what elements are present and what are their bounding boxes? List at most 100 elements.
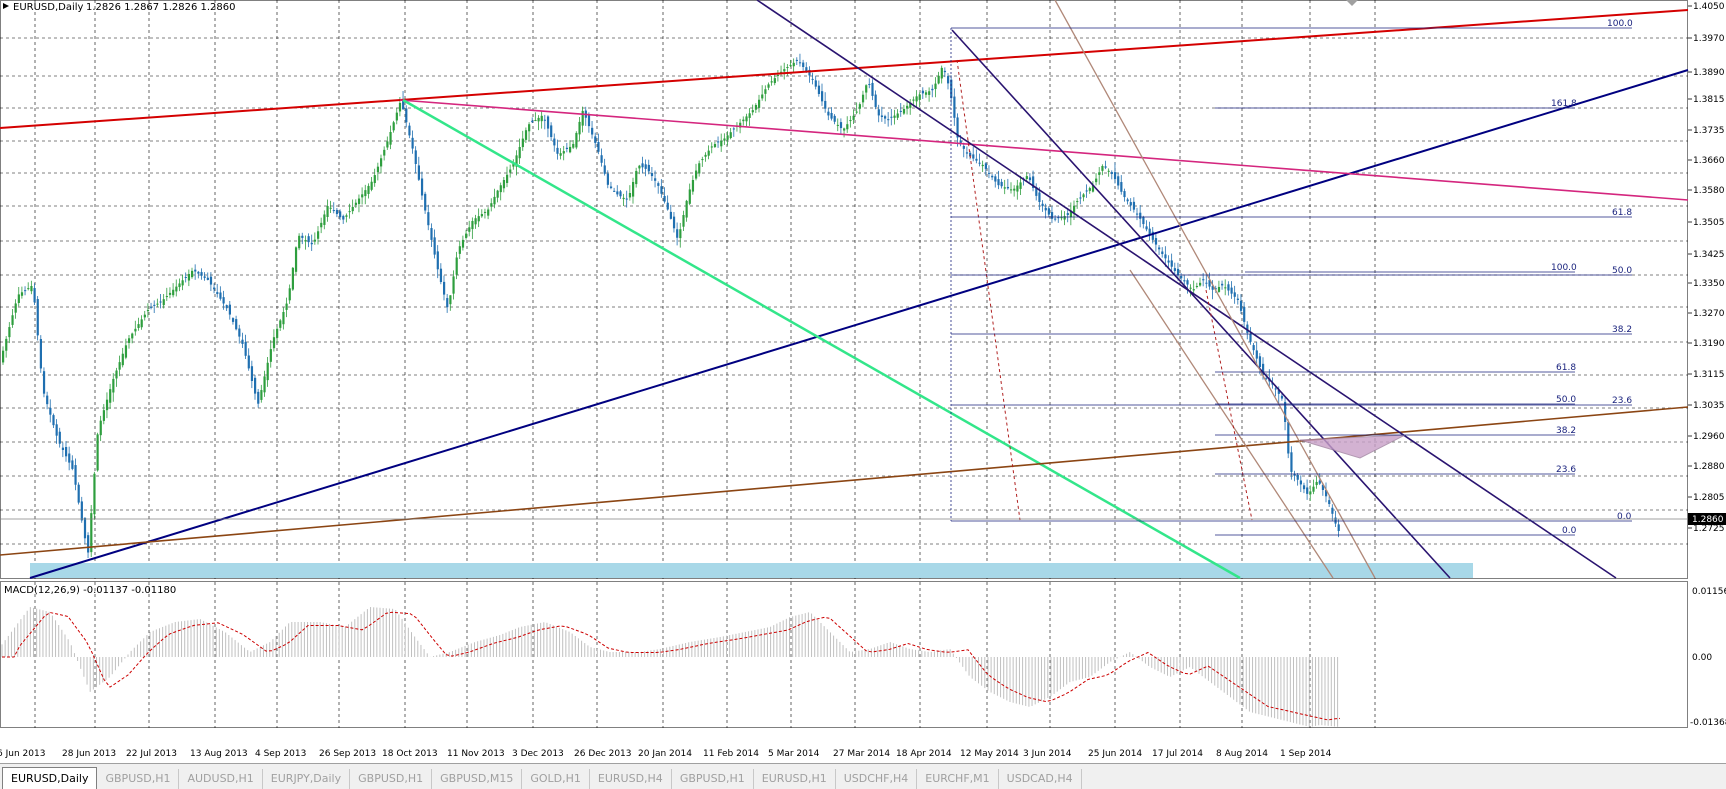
macd-axis-label: 0.01156 — [1692, 587, 1726, 597]
candle-body — [285, 303, 288, 310]
candle-body — [499, 185, 502, 193]
candle-body — [1246, 324, 1249, 333]
candle-body — [695, 170, 698, 179]
chart-window[interactable]: 100.0 61.8 50.0 38.2 23.6 0.0 161.8 100.… — [0, 0, 1726, 763]
candle-body — [902, 108, 906, 114]
candle-body — [934, 83, 937, 90]
brown-trendline[interactable] — [0, 406, 1689, 556]
chart-tab[interactable]: AUDUSD,H1 — [179, 769, 263, 789]
candle-body — [1120, 182, 1123, 192]
price-axis-label: 1.3035 — [1693, 401, 1725, 411]
price-axis-label: 1.3190 — [1693, 339, 1725, 349]
price-axis-label: 1.3815 — [1693, 95, 1725, 105]
tan-channel-line-1[interactable] — [1054, 0, 1376, 579]
candle-body — [1202, 279, 1205, 281]
candle-body — [465, 233, 468, 238]
candle-body — [1132, 201, 1136, 210]
candle-body — [317, 231, 320, 239]
candle-body — [420, 178, 424, 196]
chart-tab[interactable]: GBPUSD,M15 — [432, 769, 523, 789]
candle-body — [972, 154, 975, 159]
tan-channel-line-2[interactable] — [1129, 269, 1334, 579]
magenta-trendline[interactable] — [399, 99, 1689, 201]
candle-body — [638, 165, 641, 169]
candle-body — [468, 227, 471, 232]
fibonacci-retracement-b[interactable] — [1215, 107, 1575, 536]
chart-tab[interactable]: EURUSD,H1 — [754, 769, 836, 789]
candle-body — [865, 85, 868, 93]
time-axis-label: 11 Feb 2014 — [703, 749, 759, 759]
channel-lower-line[interactable] — [951, 29, 1451, 579]
candle-body — [887, 119, 890, 121]
green-trendline[interactable] — [402, 98, 1241, 580]
candle-body — [225, 305, 228, 309]
candle-body — [105, 399, 109, 411]
candle-body — [1189, 287, 1192, 289]
candle-body — [288, 288, 291, 301]
candle-body — [361, 194, 364, 198]
candle-body — [540, 115, 543, 122]
candle-body — [5, 338, 8, 351]
candle-body — [291, 267, 294, 290]
fib-b-label: 100.0 — [1551, 263, 1577, 273]
chart-tab[interactable]: GBPUSD,H1 — [672, 769, 754, 789]
red-trendline[interactable] — [0, 9, 1689, 129]
candle-body — [99, 420, 102, 436]
candle-body — [326, 206, 329, 217]
price-pane[interactable] — [0, 0, 1688, 579]
candle-body — [1318, 480, 1321, 484]
candle-body — [39, 339, 42, 369]
blue-trendline[interactable] — [29, 69, 1689, 579]
candle-body — [896, 113, 899, 118]
candle-body — [24, 290, 27, 292]
candle-body — [398, 102, 402, 112]
candle-body — [1176, 268, 1180, 276]
candle-body — [1016, 185, 1019, 192]
candlesticks — [2, 53, 1340, 559]
current-price-label: 1.2860 — [1692, 515, 1724, 525]
candle-body — [373, 175, 376, 184]
candle-body — [115, 370, 118, 379]
chart-tab[interactable]: USDCAD,H4 — [999, 769, 1082, 789]
candle-body — [480, 214, 483, 217]
fib-a-label: 61.8 — [1612, 208, 1632, 218]
chart-tab-bar: EURUSD,Daily GBPUSD,H1 AUDUSD,H1 EURJPY,Dai… — [0, 763, 1726, 789]
candle-body — [647, 164, 650, 172]
candle-body — [49, 407, 52, 415]
chart-tab[interactable]: EURJPY,Daily — [263, 769, 351, 789]
candle-body — [269, 349, 272, 362]
chart-tab[interactable]: USDCHF,H4 — [836, 769, 918, 789]
candle-body — [1334, 517, 1337, 524]
candle-body — [767, 84, 770, 88]
price-axis[interactable]: 1.4050 1.3970 1.3890 1.3815 1.3735 1.3660 1.35… — [1688, 2, 1725, 534]
chart-tab[interactable]: EURCHF,M1 — [917, 769, 999, 789]
candle-body — [833, 115, 836, 122]
candle-body — [1183, 280, 1186, 282]
macd-pane[interactable] — [0, 581, 1688, 728]
candle-body — [953, 96, 956, 118]
candle-body — [228, 304, 231, 315]
fibonacci-retracement-a[interactable] — [950, 27, 1632, 522]
candle-body — [1299, 480, 1302, 485]
pattern-triangle[interactable] — [1299, 434, 1406, 459]
chart-tab[interactable]: EURUSD,Daily — [2, 767, 98, 789]
candle-body — [1221, 283, 1224, 286]
chart-tab[interactable]: GOLD,H1 — [522, 769, 590, 789]
candle-body — [918, 94, 921, 100]
candle-body — [1129, 202, 1132, 206]
price-axis-label: 1.2880 — [1693, 462, 1725, 472]
chart-tab[interactable]: GBPUSD,H1 — [97, 769, 180, 789]
price-axis-label: 1.3970 — [1693, 34, 1725, 44]
candle-body — [600, 155, 603, 163]
candle-body — [726, 135, 729, 140]
price-axis-label: 1.3580 — [1693, 186, 1725, 196]
candle-body — [691, 180, 695, 192]
time-axis-label: 3 Jun 2014 — [1023, 749, 1072, 759]
chart-tab[interactable]: EURUSD,H4 — [590, 769, 672, 789]
chart-tab[interactable]: GBPUSD,H1 — [350, 769, 433, 789]
candle-body — [405, 108, 408, 123]
candle-body — [433, 237, 436, 255]
candle-body — [1199, 282, 1202, 286]
macd-histogram — [1, 607, 1339, 727]
candle-body — [143, 314, 146, 318]
